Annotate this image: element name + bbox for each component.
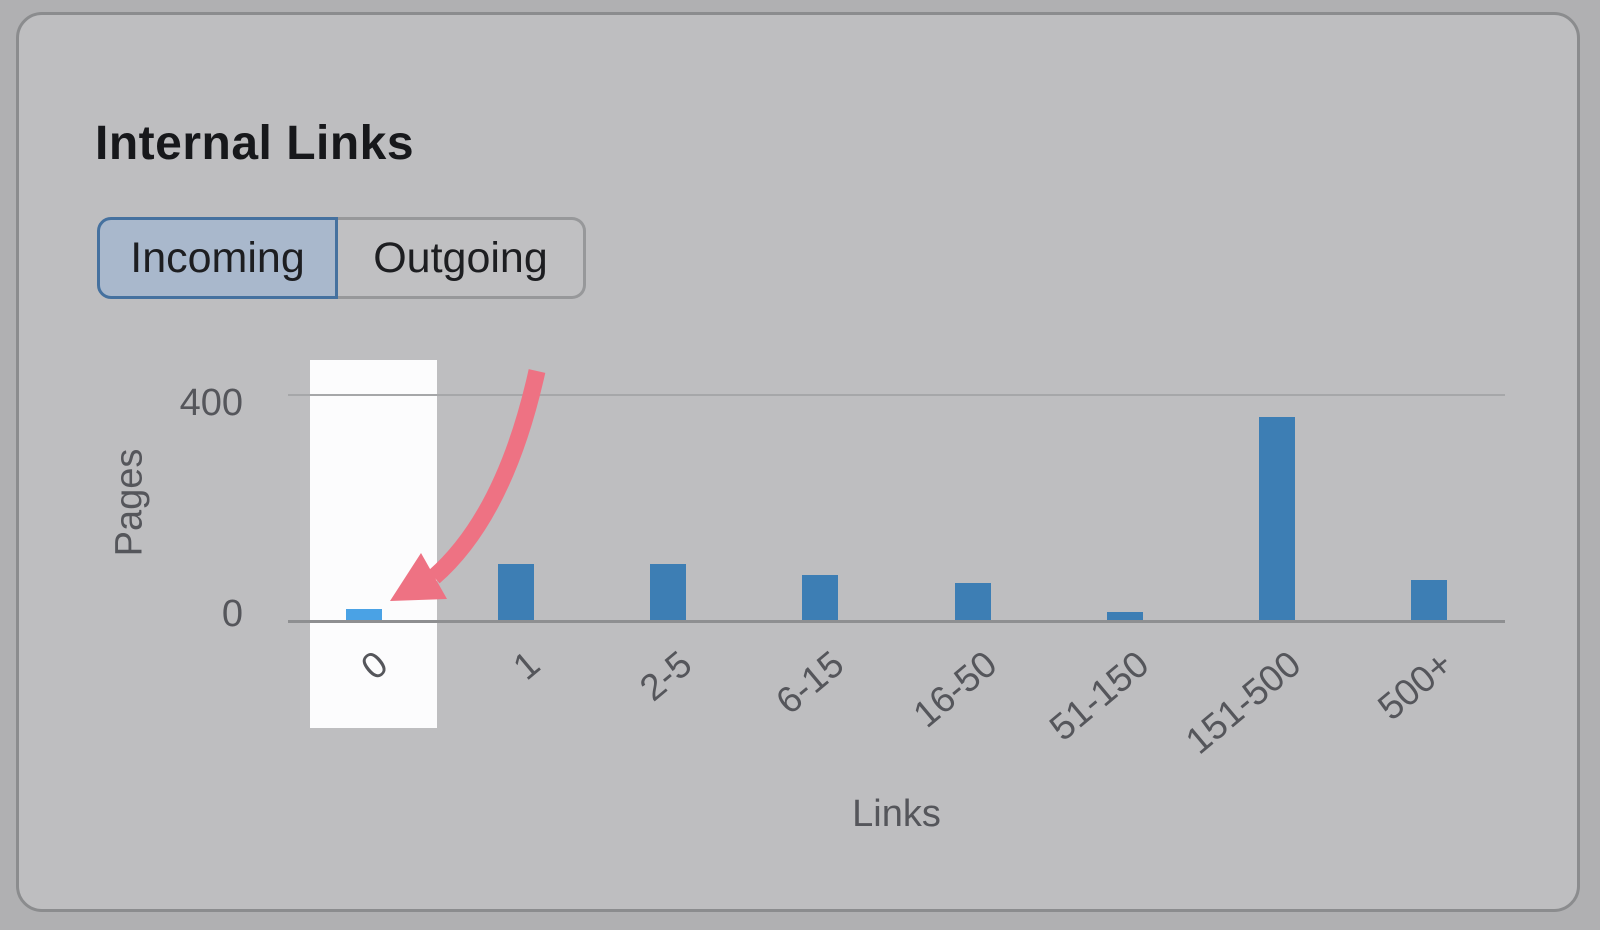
bar-0 bbox=[346, 609, 383, 620]
bar-16-50 bbox=[954, 583, 991, 620]
internal-links-card bbox=[16, 12, 1580, 912]
chart-column-500+ bbox=[1353, 340, 1505, 620]
chart-column-1 bbox=[440, 340, 592, 620]
bar-1 bbox=[498, 564, 535, 620]
chart-column-151-500 bbox=[1201, 340, 1353, 620]
link-direction-toggle: Incoming Outgoing bbox=[97, 217, 586, 299]
x-axis-label: Links bbox=[852, 793, 941, 835]
y-tick-0: 0 bbox=[221, 593, 243, 635]
bar-6-15 bbox=[802, 575, 839, 620]
chart-column-6-15 bbox=[744, 340, 896, 620]
x-axis-line bbox=[288, 620, 1505, 623]
y-axis-label: Pages bbox=[108, 448, 151, 557]
chart-column-0 bbox=[288, 340, 440, 620]
y-tick-400: 400 bbox=[179, 382, 243, 424]
bar-2-5 bbox=[650, 564, 687, 620]
bar-151-500 bbox=[1258, 417, 1295, 620]
chart-column-16-50 bbox=[897, 340, 1049, 620]
section-title: Internal Links bbox=[95, 117, 415, 171]
outgoing-tab[interactable]: Outgoing bbox=[338, 217, 586, 299]
gridline-400 bbox=[288, 394, 1505, 396]
chart-column-2-5 bbox=[592, 340, 744, 620]
bar-chart-plot-area bbox=[288, 340, 1505, 620]
bar-51-150 bbox=[1106, 612, 1143, 620]
bar-500+ bbox=[1410, 580, 1447, 620]
chart-column-51-150 bbox=[1049, 340, 1201, 620]
highlight-strip bbox=[310, 360, 437, 728]
incoming-tab[interactable]: Incoming bbox=[97, 217, 338, 299]
